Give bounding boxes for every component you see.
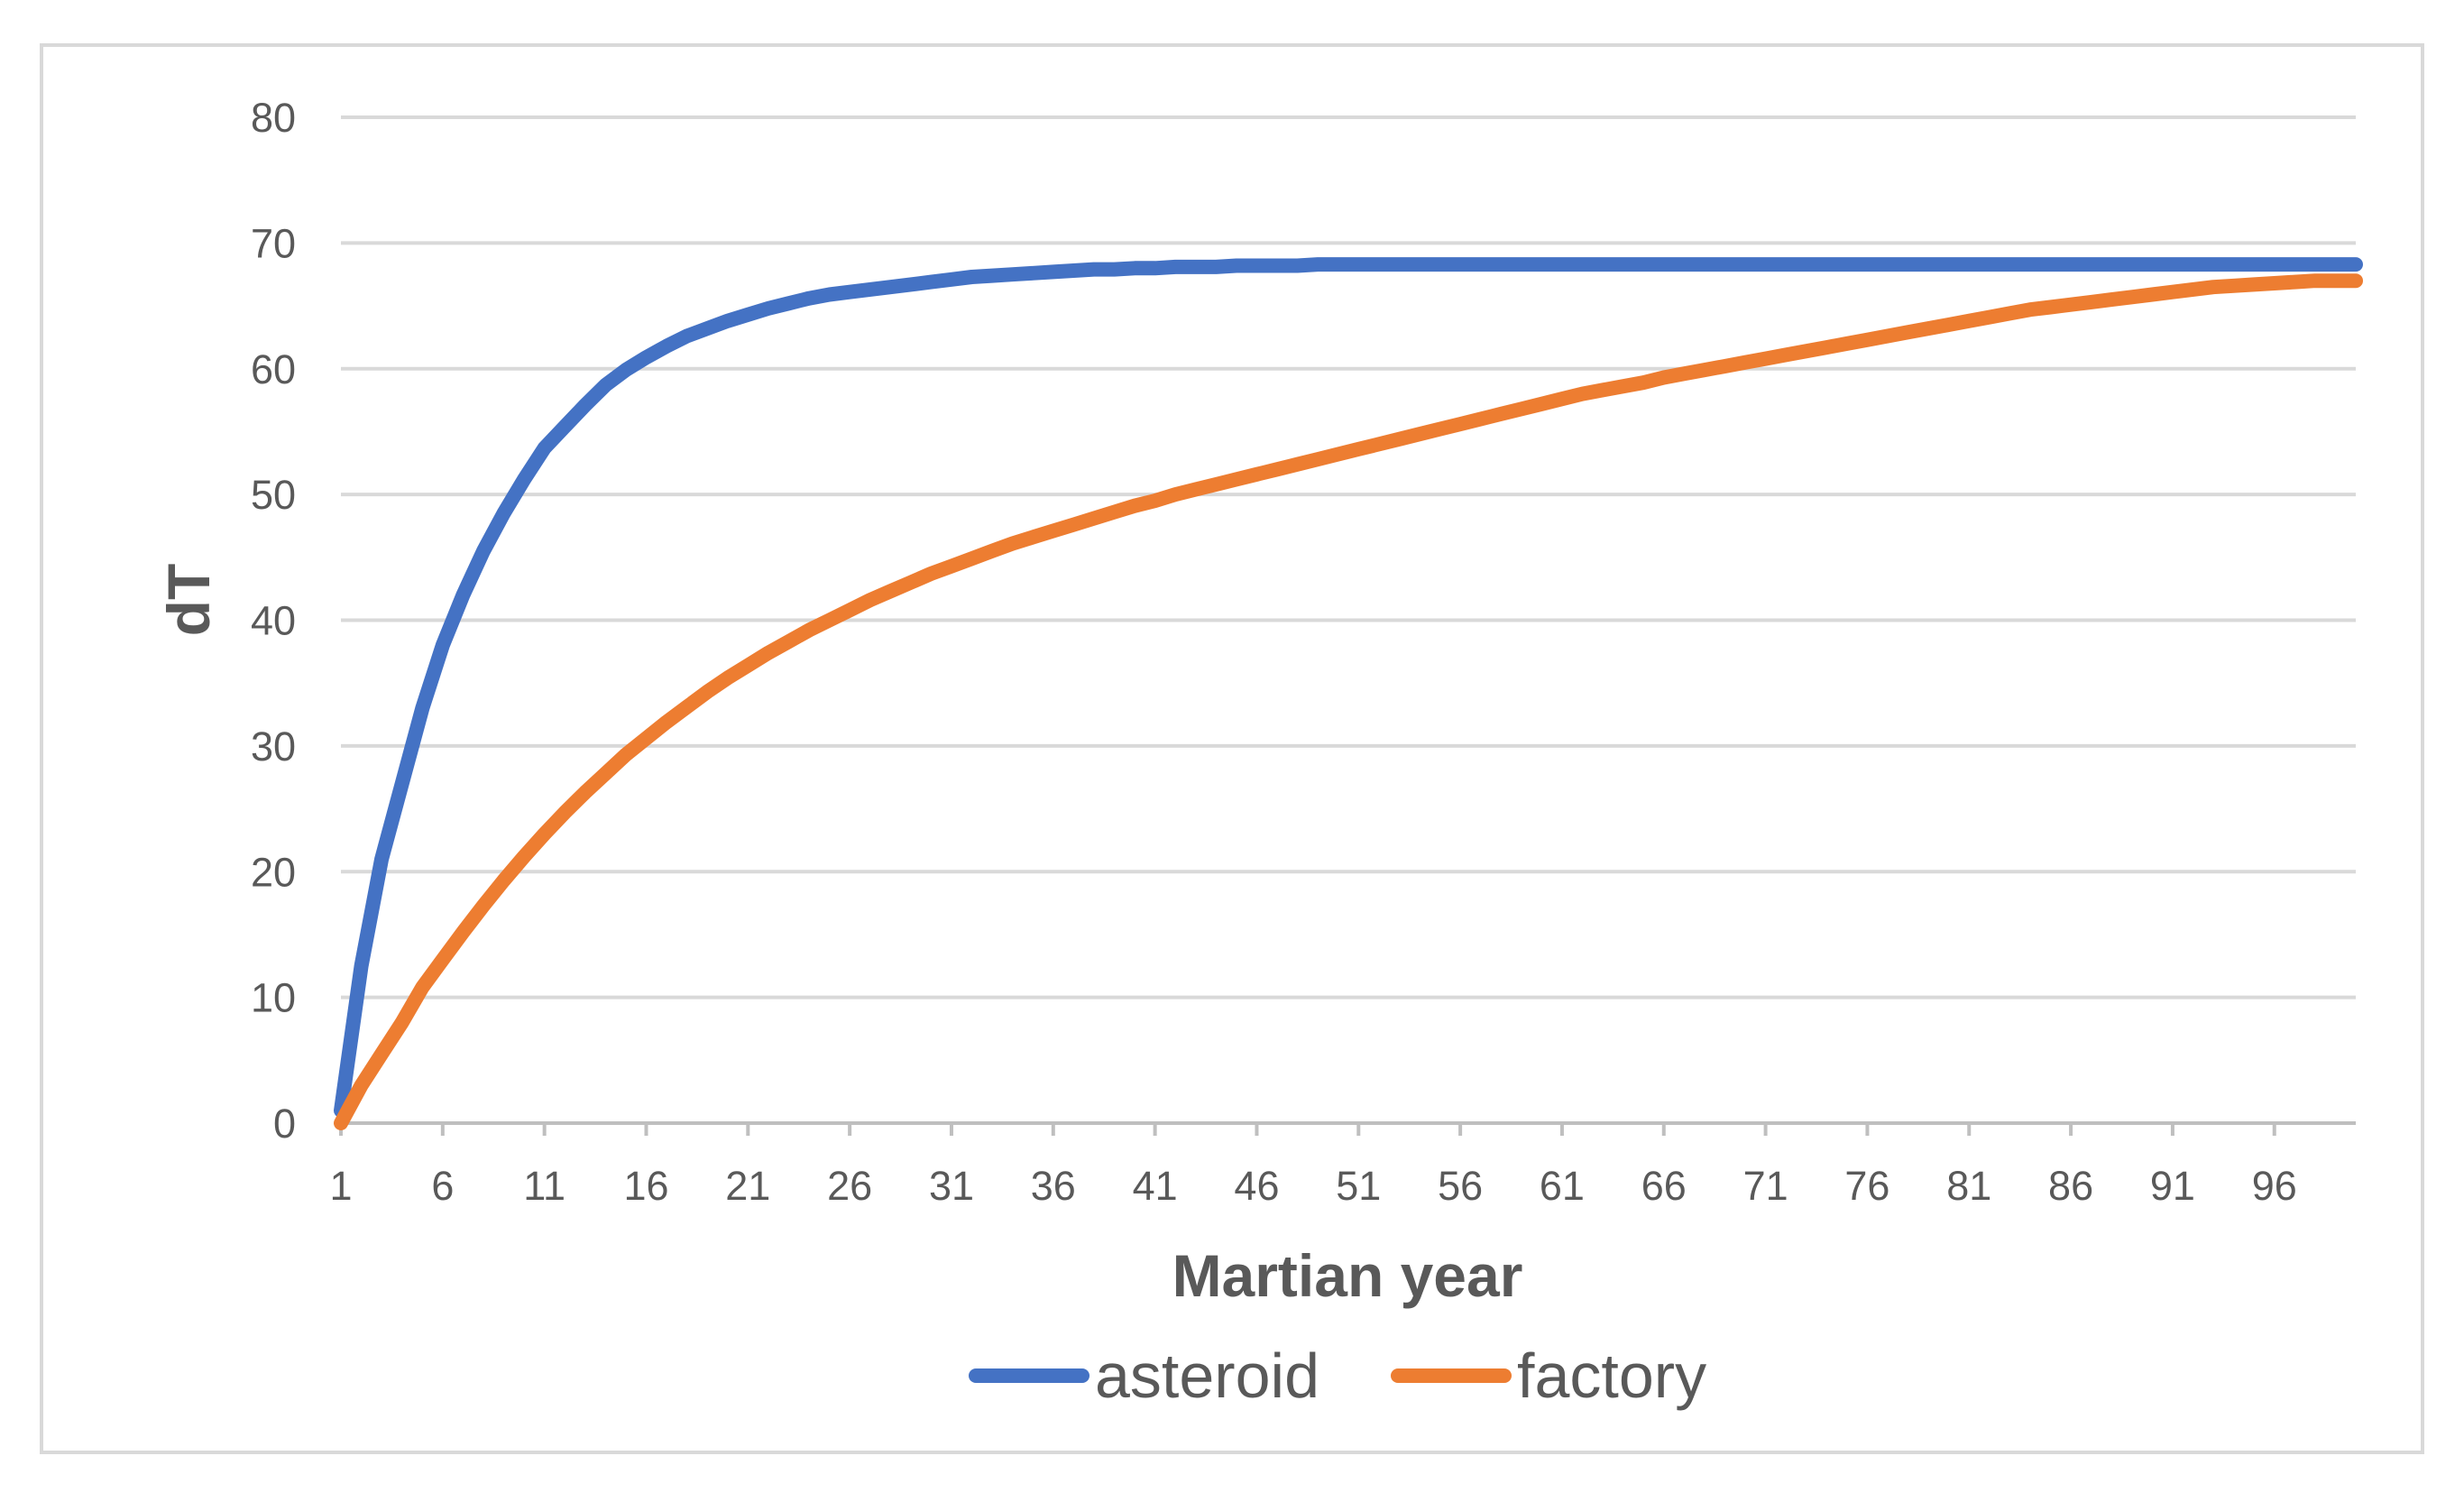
series-line-factory	[334, 273, 2363, 1130]
x-tick-label: 61	[1540, 1163, 1585, 1209]
y-tick-label: 40	[251, 598, 296, 644]
x-tick-label: 41	[1133, 1163, 1178, 1209]
x-axis-title: Martian year	[1172, 1242, 1523, 1309]
x-tick-label: 51	[1336, 1163, 1381, 1209]
x-tick-label: 11	[523, 1163, 565, 1209]
series-line-asteroid	[334, 257, 2363, 1119]
y-tick-label: 30	[251, 723, 296, 769]
x-tick-label: 56	[1438, 1163, 1483, 1209]
y-axis-title: dT	[155, 564, 222, 637]
y-tick-label: 20	[251, 849, 296, 895]
x-tick-label: 21	[725, 1163, 770, 1209]
legend-label-factory: factory	[1517, 1341, 1706, 1411]
x-tick-label: 46	[1234, 1163, 1279, 1209]
x-tick-label: 76	[1844, 1163, 1889, 1209]
gridlines	[341, 115, 2356, 1000]
legend-label-asteroid: asteroid	[1095, 1341, 1319, 1411]
y-tick-label: 60	[251, 346, 296, 392]
y-tick-label: 10	[251, 975, 296, 1021]
x-tick-label: 16	[623, 1163, 668, 1209]
y-tick-label: 70	[251, 220, 296, 266]
y-tick-label: 80	[251, 95, 296, 141]
chart-border	[40, 43, 2424, 1454]
x-tick-label: 81	[1946, 1163, 1991, 1209]
x-tick-label: 36	[1031, 1163, 1076, 1209]
x-tick-label: 31	[929, 1163, 974, 1209]
x-tick-label: 66	[1641, 1163, 1687, 1209]
x-tick-label: 96	[2252, 1163, 2297, 1209]
x-tick-label: 26	[827, 1163, 872, 1209]
x-tick-label: 86	[2048, 1163, 2093, 1209]
series-lines	[334, 257, 2363, 1130]
x-tick-label: 71	[1743, 1163, 1788, 1209]
legend: asteroid factory	[969, 1341, 1706, 1411]
x-tick-label: 91	[2150, 1163, 2195, 1209]
y-tick-label: 50	[251, 472, 296, 518]
y-tick-label: 0	[273, 1101, 296, 1147]
x-tick-label: 6	[431, 1163, 454, 1209]
x-tick-label: 1	[329, 1163, 352, 1209]
